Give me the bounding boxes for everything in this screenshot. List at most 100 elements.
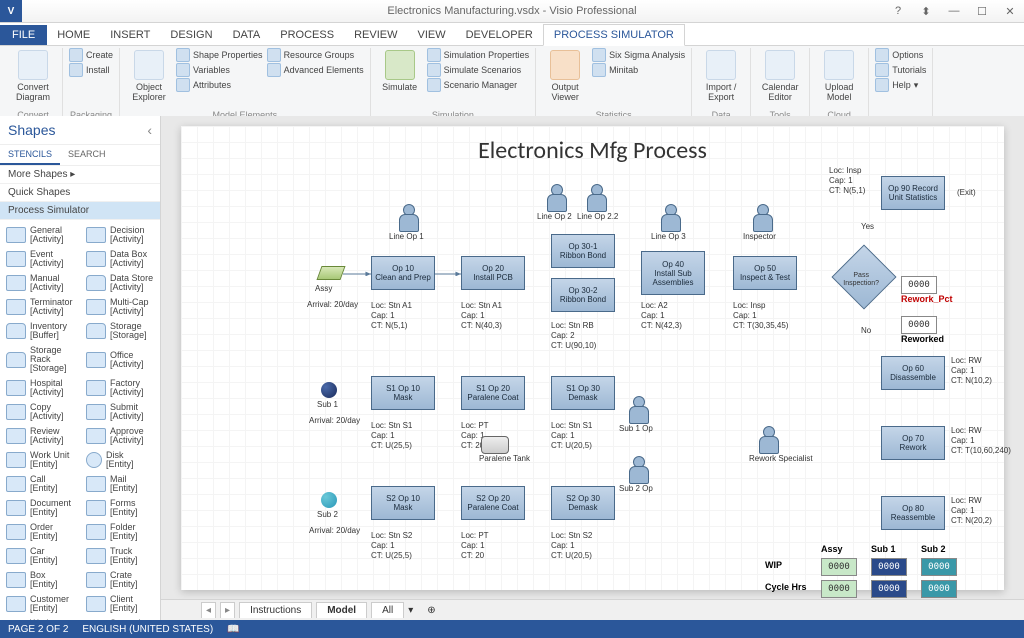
tab-review[interactable]: REVIEW [344,25,407,45]
stencil-shape[interactable]: Call[Entity] [4,473,80,495]
tab-developer[interactable]: DEVELOPER [456,25,543,45]
scenario-manager-button[interactable]: Scenario Manager [427,78,530,92]
tutorials-button[interactable]: Tutorials [875,63,926,77]
advanced-elements-button[interactable]: Advanced Elements [267,63,364,77]
stencil-shape[interactable]: Document[Entity] [4,497,80,519]
tab-insert[interactable]: INSERT [100,25,160,45]
activity-s1op30[interactable]: S1 Op 30 Demask [551,376,615,410]
stencil-shape[interactable]: Terminator[Activity] [4,296,80,318]
tab-data[interactable]: DATA [223,25,271,45]
stencil-shape[interactable]: Multi-Cap[Activity] [84,296,157,318]
maximize-icon[interactable]: ☐ [968,5,996,18]
activity-op70[interactable]: Op 70 Rework [881,426,945,460]
paralene-tank[interactable] [481,436,509,454]
simulate-scenarios-button[interactable]: Simulate Scenarios [427,63,530,77]
stencil-shape[interactable]: Data Store[Activity] [84,272,157,294]
entity-sub1[interactable] [321,382,337,398]
stencil-shape[interactable]: Client[Entity] [84,593,157,615]
tab-process-simulator[interactable]: PROCESS SIMULATOR [543,24,685,46]
activity-s2op10[interactable]: S2 Op 10 Mask [371,486,435,520]
section-more-shapes[interactable]: More Shapes ▸ [0,166,160,184]
page-tab-instructions[interactable]: Instructions [239,602,312,618]
stencil-shape[interactable]: Inventory[Buffer] [4,320,80,342]
minimize-icon[interactable]: — [940,5,968,18]
object-explorer-button[interactable]: Object Explorer [126,48,172,104]
stencil-shape[interactable]: Review[Activity] [4,425,80,447]
page-nav-next[interactable]: ▸ [220,602,235,618]
simulate-button[interactable]: Simulate [377,48,423,94]
entity-assy[interactable] [316,266,345,280]
tab-home[interactable]: HOME [47,25,100,45]
resource-groups-button[interactable]: Resource Groups [267,48,364,62]
activity-op80[interactable]: Op 80 Reassemble [881,496,945,530]
operator-shape[interactable] [399,204,417,230]
section-quick-shapes[interactable]: Quick Shapes [0,184,160,202]
close-icon[interactable]: ✕ [996,5,1024,18]
options-button[interactable]: Options [875,48,926,62]
activity-s1op20[interactable]: S1 Op 20 Paralene Coat [461,376,525,410]
operator-shape[interactable] [661,204,679,230]
stencil-shape[interactable]: General[Activity] [4,224,80,246]
stencil-shape[interactable]: Crate[Entity] [84,569,157,591]
stencil-shape[interactable]: Forms[Entity] [84,497,157,519]
stencil-shape[interactable]: Customer[Entity] [4,593,80,615]
import-export-button[interactable]: Import / Export [698,48,744,104]
operator-shape[interactable] [629,456,647,482]
shapes-subtab-stencils[interactable]: STENCILS [0,145,60,165]
stencil-shape[interactable]: Order[Entity] [4,521,80,543]
output-viewer-button[interactable]: Output Viewer [542,48,588,104]
activity-op20[interactable]: Op 20 Install PCB [461,256,525,290]
operator-shape[interactable] [587,184,605,210]
tab-process[interactable]: PROCESS [270,25,344,45]
calendar-editor-button[interactable]: Calendar Editor [757,48,803,104]
tab-design[interactable]: DESIGN [160,25,222,45]
activity-op30-1[interactable]: Op 30-1 Ribbon Bond [551,234,615,268]
decision-pass-inspection[interactable]: Pass Inspection? [831,244,896,309]
shapes-subtab-search[interactable]: SEARCH [60,145,114,165]
canvas-area[interactable]: Electronics Mfg Process Op 10 Clean and … [161,116,1024,620]
install-button[interactable]: Install [69,63,113,77]
six-sigma-button[interactable]: Six Sigma Analysis [592,48,685,62]
attributes-button[interactable]: Attributes [176,78,263,92]
stencil-shape[interactable]: Storage[Storage] [84,320,157,342]
stencil-shape[interactable]: Hospital[Activity] [4,377,80,399]
stencil-shape[interactable]: Storage Rack[Storage] [4,344,80,375]
simulation-properties-button[interactable]: Simulation Properties [427,48,530,62]
stencil-shape[interactable]: Office[Activity] [84,344,157,375]
operator-shape[interactable] [753,204,771,230]
stencil-shape[interactable]: Submit[Activity] [84,401,157,423]
variables-button[interactable]: Variables [176,63,263,77]
page-tab-all[interactable]: All [371,602,404,618]
shape-properties-button[interactable]: Shape Properties [176,48,263,62]
stencil-shape[interactable]: Work Unit[Entity] [4,449,80,471]
operator-shape[interactable] [759,426,777,452]
upload-model-button[interactable]: Upload Model [816,48,862,104]
page-tab-model[interactable]: Model [316,602,367,618]
stencil-shape[interactable]: Box[Entity] [4,569,80,591]
ribbon-options-icon[interactable]: ⬍ [912,5,940,18]
stencil-shape[interactable]: Car[Entity] [4,545,80,567]
stencil-shape[interactable]: Approve[Activity] [84,425,157,447]
stencil-shape[interactable]: Data Box[Activity] [84,248,157,270]
stencil-shape[interactable]: Manual[Activity] [4,272,80,294]
create-button[interactable]: Create [69,48,113,62]
stencil-shape[interactable]: Folder[Entity] [84,521,157,543]
stencil-shape[interactable]: Disk[Entity] [84,449,157,471]
stencil-shape[interactable]: Truck[Entity] [84,545,157,567]
tab-view[interactable]: VIEW [407,25,455,45]
page-add-button[interactable]: ⊕ [417,603,445,618]
drawing-page[interactable]: Electronics Mfg Process Op 10 Clean and … [181,126,1004,590]
operator-shape[interactable] [547,184,565,210]
section-process-simulator[interactable]: Process Simulator [0,202,160,220]
activity-op90[interactable]: Op 90 Record Unit Statistics [881,176,945,210]
stencil-shape[interactable]: Event[Activity] [4,248,80,270]
activity-op60[interactable]: Op 60 Disassemble [881,356,945,390]
entity-sub2[interactable] [321,492,337,508]
stencil-shape[interactable]: Decision[Activity] [84,224,157,246]
tab-file[interactable]: FILE [0,25,47,45]
convert-diagram-button[interactable]: Convert Diagram [10,48,56,104]
activity-s1op10[interactable]: S1 Op 10 Mask [371,376,435,410]
activity-op50[interactable]: Op 50 Inspect & Test [733,256,797,290]
stencil-shape[interactable]: Copy[Activity] [4,401,80,423]
minitab-button[interactable]: Minitab [592,63,685,77]
